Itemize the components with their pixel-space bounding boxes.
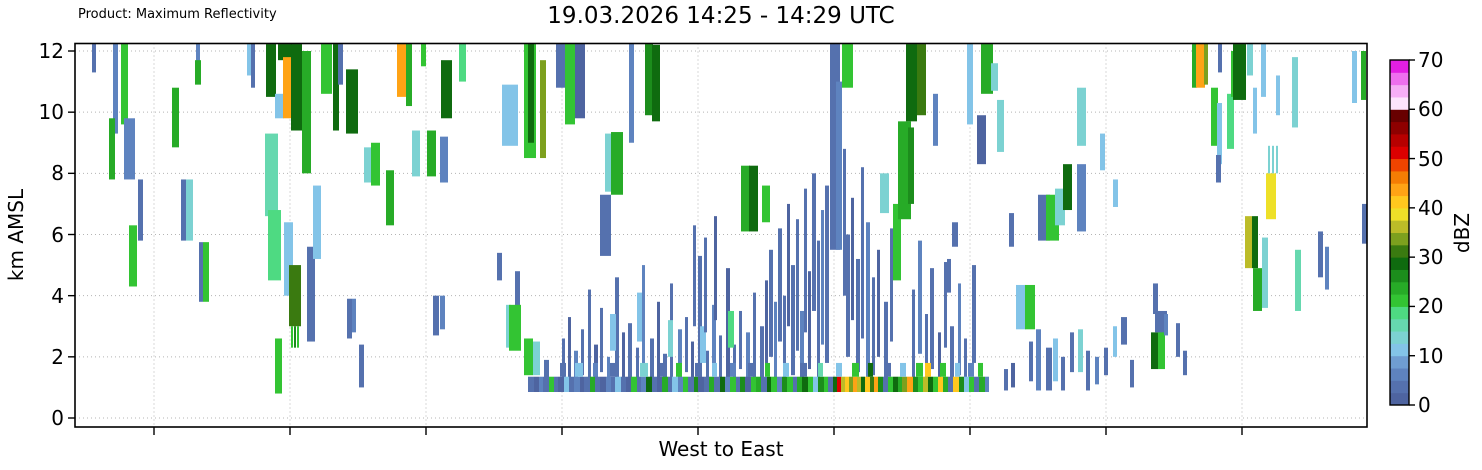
y-tick-label: 8 xyxy=(51,161,64,186)
y-tick-label: 0 xyxy=(51,406,64,430)
colorbar-tick-label: 10 xyxy=(1418,343,1444,368)
colorbar-tick-label: 0 xyxy=(1418,393,1431,417)
colorbar-tick-label: 20 xyxy=(1418,294,1444,319)
colorbar-label: dBZ xyxy=(1450,212,1474,254)
colorbar-tick-label: 50 xyxy=(1418,146,1444,171)
colorbar-tick-label: 40 xyxy=(1418,195,1444,220)
y-tick-label: 2 xyxy=(51,344,64,369)
colorbar-tick-label: 60 xyxy=(1418,97,1444,122)
y-tick-label: 10 xyxy=(38,100,64,125)
plot-frame xyxy=(74,42,1368,428)
x-axis-label: West to East xyxy=(658,437,784,461)
colorbar xyxy=(1389,59,1415,406)
colorbar-tick-label: 30 xyxy=(1418,245,1444,270)
y-tick-label: 12 xyxy=(38,39,64,63)
chart-title: 19.03.2026 14:25 - 14:29 UTC xyxy=(547,3,895,29)
colorbar-tick-label: 70 xyxy=(1418,48,1444,72)
y-tick-label: 4 xyxy=(51,283,64,308)
axis-ticks xyxy=(68,50,1243,435)
product-label: Product: Maximum Reflectivity xyxy=(78,7,277,22)
reflectivity-bars xyxy=(92,44,1367,394)
y-tick-label: 6 xyxy=(51,222,64,247)
